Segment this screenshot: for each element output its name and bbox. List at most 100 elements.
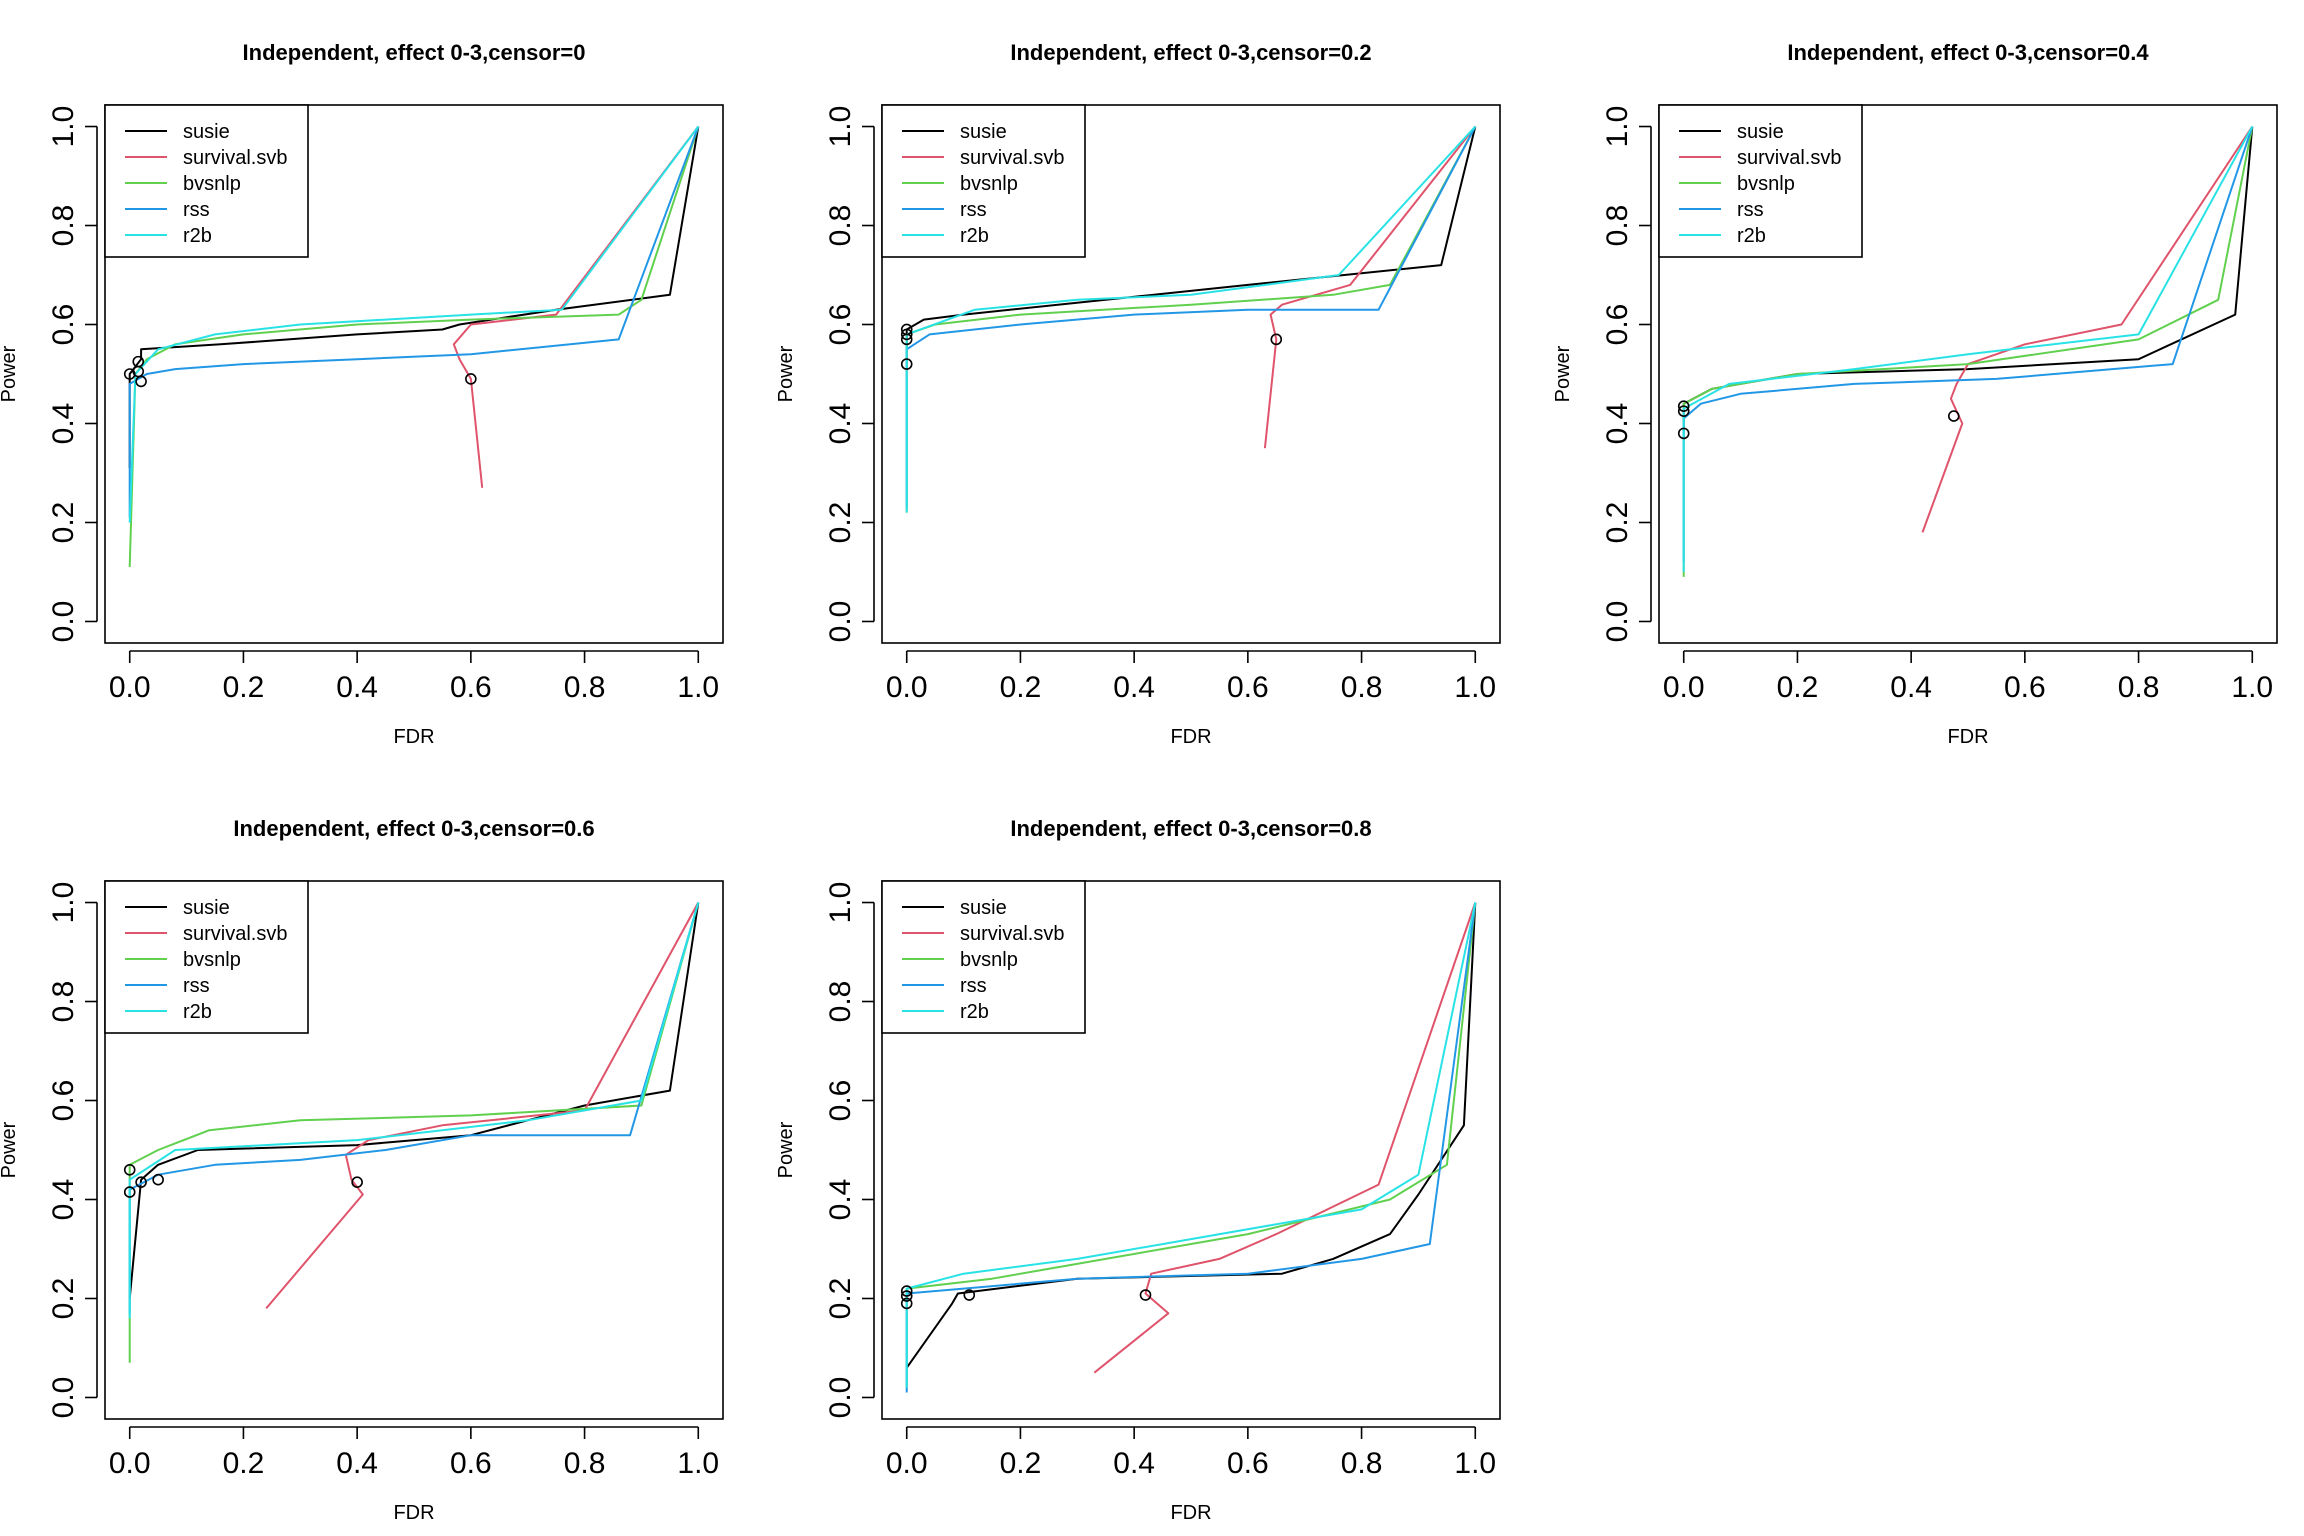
legend-entry: survival.svb (960, 923, 1064, 945)
y-tick-label: 1.0 (824, 882, 857, 924)
legend-entry: rss (183, 199, 210, 221)
x-tick-label: 0.4 (1890, 671, 1932, 704)
x-tick-label: 0.2 (223, 1447, 265, 1480)
point-marker (1270, 333, 1283, 346)
y-tick-label: 0.8 (1601, 205, 1634, 247)
y-tick-label: 0.8 (824, 981, 857, 1023)
chart-title: Independent, effect 0-3,censor=0.8 (1010, 816, 1371, 841)
x-axis-label: FDR (1170, 726, 1211, 748)
y-axis-label: Power (0, 345, 20, 402)
legend-entry: survival.svb (183, 923, 287, 945)
legend: susie survival.svb bvsnlp rss r2b (104, 104, 309, 258)
legend: susie survival.svb bvsnlp rss r2b (881, 880, 1086, 1034)
x-tick-label: 0.6 (450, 671, 492, 704)
point-marker (1677, 405, 1690, 417)
chart-panel-0: Independent, effect 0-3,censor=0 FDR Power… (0, 40, 724, 748)
x-tick-label: 0.2 (223, 671, 265, 704)
legend: susie survival.svb bvsnlp rss r2b (1658, 104, 1863, 258)
x-tick-label: 0.8 (1341, 1447, 1383, 1480)
chart-title: Independent, effect 0-3,censor=0 (243, 40, 586, 65)
series-line-r2b (128, 125, 700, 523)
x-axis-label: FDR (1170, 1502, 1211, 1524)
y-tick-label: 0.0 (47, 1377, 80, 1419)
point-marker (465, 373, 477, 385)
x-tick-label: 0.4 (336, 1447, 378, 1480)
series-group (123, 125, 700, 568)
legend-entry: survival.svb (183, 147, 287, 169)
point-marker (351, 1176, 363, 1188)
legend-entry: bvsnlp (960, 949, 1018, 971)
point-marker (900, 1290, 913, 1302)
series-line-survival-svb (265, 902, 700, 1310)
x-tick-label: 0.2 (1000, 1447, 1042, 1480)
series-line-bvsnlp (128, 902, 700, 1363)
point-marker (900, 323, 913, 336)
legend-entry: r2b (960, 1001, 989, 1023)
series-line-rss (905, 902, 1477, 1393)
x-axis-label: FDR (393, 1502, 434, 1524)
chart-panel-1: Independent, effect 0-3,censor=0.2 FDR Pow… (775, 40, 1501, 748)
y-tick-label: 1.0 (1601, 106, 1634, 148)
x-tick-label: 1.0 (677, 1447, 719, 1480)
point-marker (900, 1297, 913, 1310)
y-tick-label: 0.8 (47, 981, 80, 1023)
x-tick-label: 1.0 (1454, 671, 1496, 704)
point-marker (152, 1173, 164, 1186)
y-tick-label: 0.2 (824, 502, 857, 544)
plot-frame (104, 880, 724, 1420)
series-line-susie (128, 902, 700, 1299)
x-tick-label: 0.0 (886, 1447, 928, 1480)
x-tick-label: 0.0 (1663, 671, 1705, 704)
series-line-survival-svb (1093, 902, 1477, 1374)
y-axis-label: Power (775, 345, 797, 402)
x-tick-label: 0.2 (1777, 671, 1819, 704)
legend-entry: susie (183, 121, 230, 143)
point-marker (900, 1285, 913, 1297)
y-tick-label: 0.6 (1601, 304, 1634, 346)
y-axis-label: Power (0, 1121, 20, 1178)
legend-entry: rss (183, 975, 210, 997)
legend-entry: susie (960, 121, 1007, 143)
plot-frame (881, 104, 1501, 644)
point-marker (1139, 1289, 1152, 1301)
plot-frame (881, 880, 1501, 1420)
point-marker (135, 375, 147, 388)
y-tick-label: 0.0 (1601, 601, 1634, 643)
chart-panel-3: Independent, effect 0-3,censor=0.6 FDR Pow… (0, 816, 724, 1524)
point-marker (123, 1163, 136, 1176)
x-tick-label: 0.8 (564, 1447, 606, 1480)
legend-entry: r2b (183, 225, 212, 247)
series-line-r2b (128, 902, 700, 1319)
x-tick-label: 0.0 (109, 1447, 151, 1480)
series-line-bvsnlp (1682, 126, 2254, 577)
series-line-r2b (905, 902, 1477, 1388)
series-group (123, 902, 700, 1363)
point-marker (963, 1289, 976, 1301)
y-axis-label: Power (1552, 345, 1574, 402)
plot-frame (1658, 104, 2278, 644)
plot-frame (104, 104, 724, 644)
x-axis-label: FDR (1947, 726, 1988, 748)
legend-entry: bvsnlp (183, 173, 241, 195)
x-tick-label: 0.6 (2004, 671, 2046, 704)
legend-entry: r2b (1737, 225, 1766, 247)
x-tick-label: 0.0 (886, 671, 928, 704)
x-tick-label: 1.0 (1454, 1447, 1496, 1480)
y-tick-label: 0.4 (1601, 403, 1634, 445)
legend-entry: rss (960, 975, 987, 997)
x-tick-label: 0.6 (1227, 1447, 1269, 1480)
y-tick-label: 0.6 (47, 304, 80, 346)
series-group (900, 125, 1477, 513)
legend-entry: bvsnlp (183, 949, 241, 971)
y-tick-label: 0.6 (824, 304, 857, 346)
x-tick-label: 0.8 (1341, 671, 1383, 704)
legend-entry: susie (183, 897, 230, 919)
series-line-rss (128, 902, 700, 1314)
legend-entry: survival.svb (1737, 147, 1841, 169)
y-tick-label: 0.4 (824, 1179, 857, 1221)
series-line-rss (905, 126, 1477, 508)
series-group (900, 902, 1477, 1393)
y-tick-label: 1.0 (47, 106, 80, 148)
x-tick-label: 0.8 (564, 671, 606, 704)
